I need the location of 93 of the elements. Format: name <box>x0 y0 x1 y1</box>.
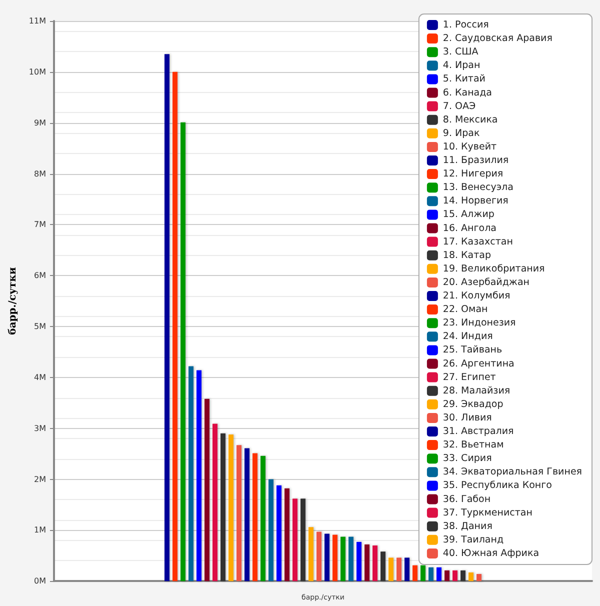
legend-label: 34. Экваториальная Гвинея <box>442 466 582 478</box>
bar <box>260 456 266 582</box>
bar <box>428 567 434 582</box>
y-tick-label: 7M <box>34 220 46 230</box>
legend-label: 2. Саудовская Аравия <box>442 33 552 44</box>
bar <box>236 445 242 582</box>
y-tick-label: 11M <box>28 16 46 26</box>
bar <box>380 552 386 582</box>
bar <box>300 498 306 582</box>
bar <box>420 565 426 582</box>
bar <box>292 498 298 582</box>
legend-label: 1. Россия <box>442 20 489 30</box>
bar <box>332 534 338 582</box>
legend-label: 17. Казахстан <box>442 236 513 248</box>
y-axis-title: барр./сутки <box>8 266 18 335</box>
legend-label: 8. Мексика <box>442 114 498 126</box>
y-tick-label: 10M <box>28 67 46 76</box>
bar <box>180 122 186 582</box>
legend-label: 27. Египет <box>442 372 496 383</box>
bar <box>172 72 178 582</box>
bar <box>268 479 274 582</box>
legend-label: 23. Индонезия <box>442 318 516 329</box>
bar <box>188 366 194 582</box>
legend-label: 18. Катар <box>442 250 492 261</box>
legend-label: 40. Южная Африка <box>442 548 540 559</box>
legend-label: 4. Иран <box>442 60 480 72</box>
bar <box>276 485 282 582</box>
legend-label: 10. Кувейт <box>442 141 498 152</box>
bar <box>308 527 314 582</box>
bar <box>388 558 394 582</box>
legend-label: 6. Канада <box>442 87 492 98</box>
y-tick-label: 6M <box>34 271 46 280</box>
legend-label: 11. Бразилия <box>442 155 509 166</box>
bar <box>404 558 410 582</box>
bar <box>212 424 218 582</box>
bar <box>220 433 226 582</box>
bar <box>196 370 202 582</box>
legend-label: 37. Туркменистан <box>442 507 532 518</box>
legend-label: 19. Великобритания <box>442 263 545 274</box>
bar <box>324 534 330 582</box>
legend-label: 38. Дания <box>442 520 492 532</box>
bar <box>436 567 442 582</box>
y-tick-label: 0M <box>34 576 46 586</box>
legend-label: 35. Республика Конго <box>442 480 552 492</box>
y-tick-label: 3M <box>34 424 46 433</box>
legend-label: 33. Сирия <box>442 453 492 464</box>
bar <box>412 565 418 582</box>
legend-label: 21. Колумбия <box>442 290 510 302</box>
y-tick-label: 9M <box>34 118 46 128</box>
bar <box>164 54 170 582</box>
legend-label: 12. Нигерия <box>442 168 504 180</box>
legend-label: 3. США <box>442 46 479 58</box>
legend-label: 32. Вьетнам <box>442 440 504 451</box>
bar <box>244 448 250 582</box>
legend-label: 36. Габон <box>442 494 491 505</box>
legend-label: 28. Малайзия <box>442 385 510 396</box>
legend-label: 16. Ангола <box>442 222 496 234</box>
legend-label: 7. ОАЭ <box>442 100 476 112</box>
legend-label: 39. Таиланд <box>442 534 504 546</box>
bar <box>396 558 402 582</box>
bar <box>356 542 362 582</box>
legend-label: 15. Алжир <box>442 209 494 220</box>
legend-label: 26. Аргентина <box>442 358 514 370</box>
bar <box>460 570 466 582</box>
legend-label: 29. Эквадор <box>442 398 504 410</box>
bar <box>316 532 322 582</box>
bar <box>252 453 258 582</box>
y-tick-label: 1M <box>34 526 46 535</box>
bar <box>284 488 290 582</box>
bar <box>204 398 210 582</box>
legend-label: 13. Венесуэла <box>442 182 514 194</box>
bar <box>476 574 482 582</box>
y-tick-label: 8M <box>34 169 46 178</box>
legend-label: 25. Тайвань <box>442 344 502 356</box>
y-tick-label: 2M <box>34 474 46 484</box>
bar <box>444 570 450 582</box>
legend-label: 24. Индия <box>442 331 493 342</box>
legend-label: 31. Австралия <box>442 426 514 437</box>
y-tick-label: 5M <box>34 322 46 332</box>
legend-label: 30. Ливия <box>442 412 492 424</box>
bar <box>364 544 370 582</box>
bar <box>372 545 378 582</box>
bar <box>228 434 234 582</box>
legend-label: 5. Китай <box>442 74 486 85</box>
y-tick-label: 4M <box>34 372 46 382</box>
legend-label: 22. Оман <box>442 304 488 316</box>
bar <box>348 536 354 582</box>
legend-label: 9. Ирак <box>442 128 480 139</box>
legend-label: 20. Азербайджан <box>442 276 530 288</box>
bar <box>468 572 474 582</box>
legend-label: 14. Норвегия <box>442 196 508 207</box>
bar <box>452 570 458 582</box>
bar <box>340 536 346 582</box>
